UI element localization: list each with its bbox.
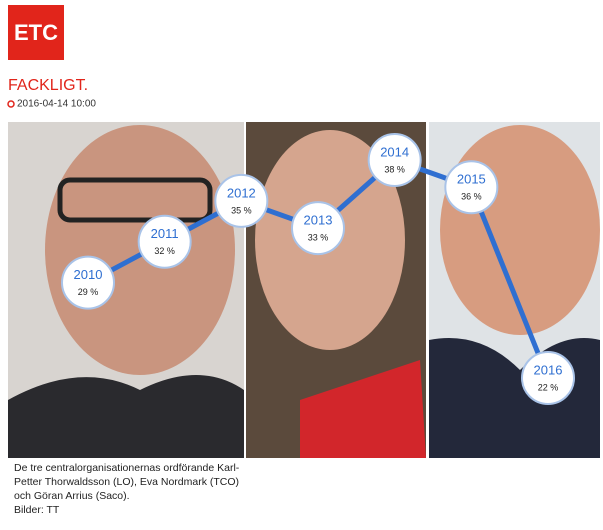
value-label: 35 % — [231, 205, 252, 215]
caption-line: Bilder: TT — [14, 504, 60, 516]
article: ETC FACKLIGT. 2016-04-14 10:00 2010 29 % 2… — [0, 0, 603, 525]
section: FACKLIGT. — [8, 77, 88, 94]
value-label: 38 % — [384, 164, 405, 174]
value-label: 32 % — [154, 246, 175, 256]
year-label: 2012 — [227, 185, 256, 200]
year-label: 2014 — [380, 144, 409, 159]
page: ETC FACKLIGT. 2016-04-14 10:00 2010 29 % 2… — [0, 0, 603, 530]
caption-line: och Göran Arrius (Saco). — [14, 490, 130, 502]
point — [522, 352, 574, 404]
year-label: 2015 — [457, 172, 486, 187]
year-label: 2016 — [534, 362, 563, 377]
caption-line: De tre centralorganisationernas ordföran… — [14, 462, 240, 474]
point — [62, 257, 114, 309]
date: 2016-04-14 10:00 — [17, 99, 96, 110]
year-label: 2013 — [304, 213, 333, 228]
clock-icon — [8, 101, 14, 107]
logo: ETC — [14, 20, 58, 45]
value-label: 29 % — [78, 287, 99, 297]
point — [139, 216, 191, 268]
year-label: 2010 — [74, 267, 103, 282]
value-label: 22 % — [538, 382, 559, 392]
caption-line: Petter Thorwaldsson (LO), Eva Nordmark (… — [14, 476, 239, 488]
point — [215, 175, 267, 227]
value-label: 33 % — [308, 233, 329, 243]
point — [445, 161, 497, 213]
point — [292, 202, 344, 254]
year-label: 2011 — [151, 226, 179, 241]
point — [369, 134, 421, 186]
suit — [8, 375, 244, 458]
value-label: 36 % — [461, 192, 482, 202]
